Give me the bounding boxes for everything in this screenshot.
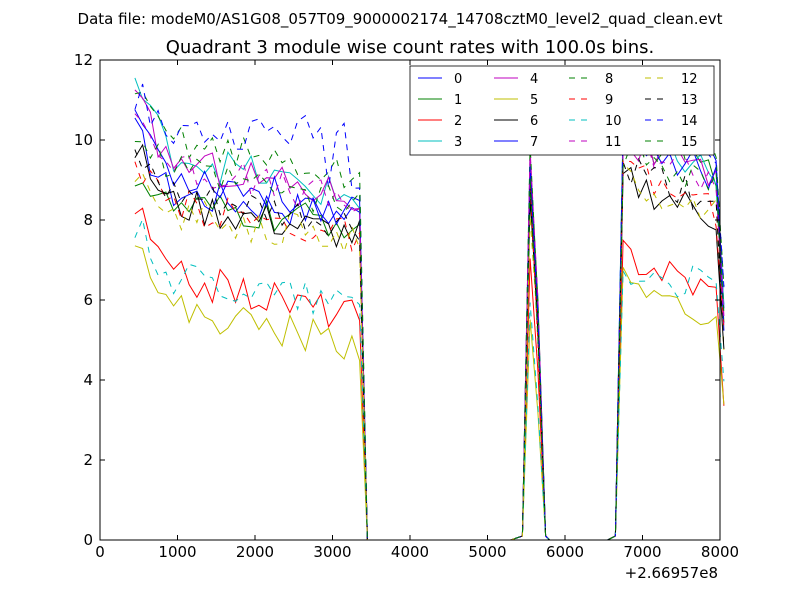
y-tick-label: 12 [74, 51, 93, 69]
series-line-12 [134, 162, 725, 541]
legend-label-14: 14 [681, 114, 698, 129]
figure-suptitle: Data file: modeM0/AS1G08_057T09_90000021… [78, 10, 723, 29]
y-tick-label: 10 [74, 131, 93, 149]
series-line-2 [134, 207, 725, 541]
plot-area [134, 77, 725, 541]
x-tick-label: 0 [95, 543, 105, 561]
x-tick-label: 2000 [236, 543, 274, 561]
y-tick-label: 8 [83, 211, 93, 229]
legend-label-9: 9 [605, 93, 613, 108]
x-tick-label: 7000 [623, 543, 661, 561]
series-line-15 [134, 139, 725, 541]
series-line-6 [134, 143, 725, 541]
legend-label-2: 2 [454, 114, 462, 129]
chart-title: Quadrant 3 module wise count rates with … [166, 37, 655, 58]
x-tick-label: 6000 [546, 543, 584, 561]
legend-label-13: 13 [681, 93, 698, 108]
series-line-10 [134, 217, 725, 541]
series-line-8 [134, 91, 725, 541]
legend-label-15: 15 [681, 135, 698, 150]
series-line-9 [134, 160, 725, 541]
legend-label-0: 0 [454, 72, 462, 87]
series-line-0 [134, 109, 725, 541]
legend-label-12: 12 [681, 72, 698, 87]
legend-frame [409, 65, 715, 156]
legend-label-1: 1 [454, 93, 462, 108]
y-tick-label: 0 [83, 531, 93, 549]
series-line-13 [134, 149, 725, 541]
legend-label-10: 10 [605, 114, 622, 129]
x-tick-label: 5000 [468, 543, 506, 561]
series-layer [134, 77, 725, 541]
x-axis: 0 1000 2000 3000 4000 5000 6000 7000 8000 [95, 60, 739, 561]
legend-label-5: 5 [530, 93, 538, 108]
legend-label-6: 6 [530, 114, 538, 129]
series-line-7 [134, 109, 725, 541]
x-tick-label: 1000 [158, 543, 196, 561]
y-tick-label: 6 [83, 291, 93, 309]
series-line-11 [134, 113, 725, 541]
legend-label-3: 3 [454, 135, 462, 150]
x-tick-label: 4000 [391, 543, 429, 561]
x-tick-label: 3000 [313, 543, 351, 561]
y-tick-label: 4 [83, 371, 93, 389]
series-line-5 [134, 245, 725, 541]
x-tick-label: 8000 [701, 543, 739, 561]
legend-label-4: 4 [530, 72, 538, 87]
series-line-1 [134, 134, 725, 541]
legend-label-8: 8 [605, 72, 613, 87]
legend-label-7: 7 [530, 135, 538, 150]
series-line-4 [134, 89, 725, 541]
y-tick-label: 2 [83, 451, 93, 469]
legend-label-11: 11 [605, 135, 622, 150]
x-axis-offset-label: +2.66957e8 [625, 564, 718, 582]
